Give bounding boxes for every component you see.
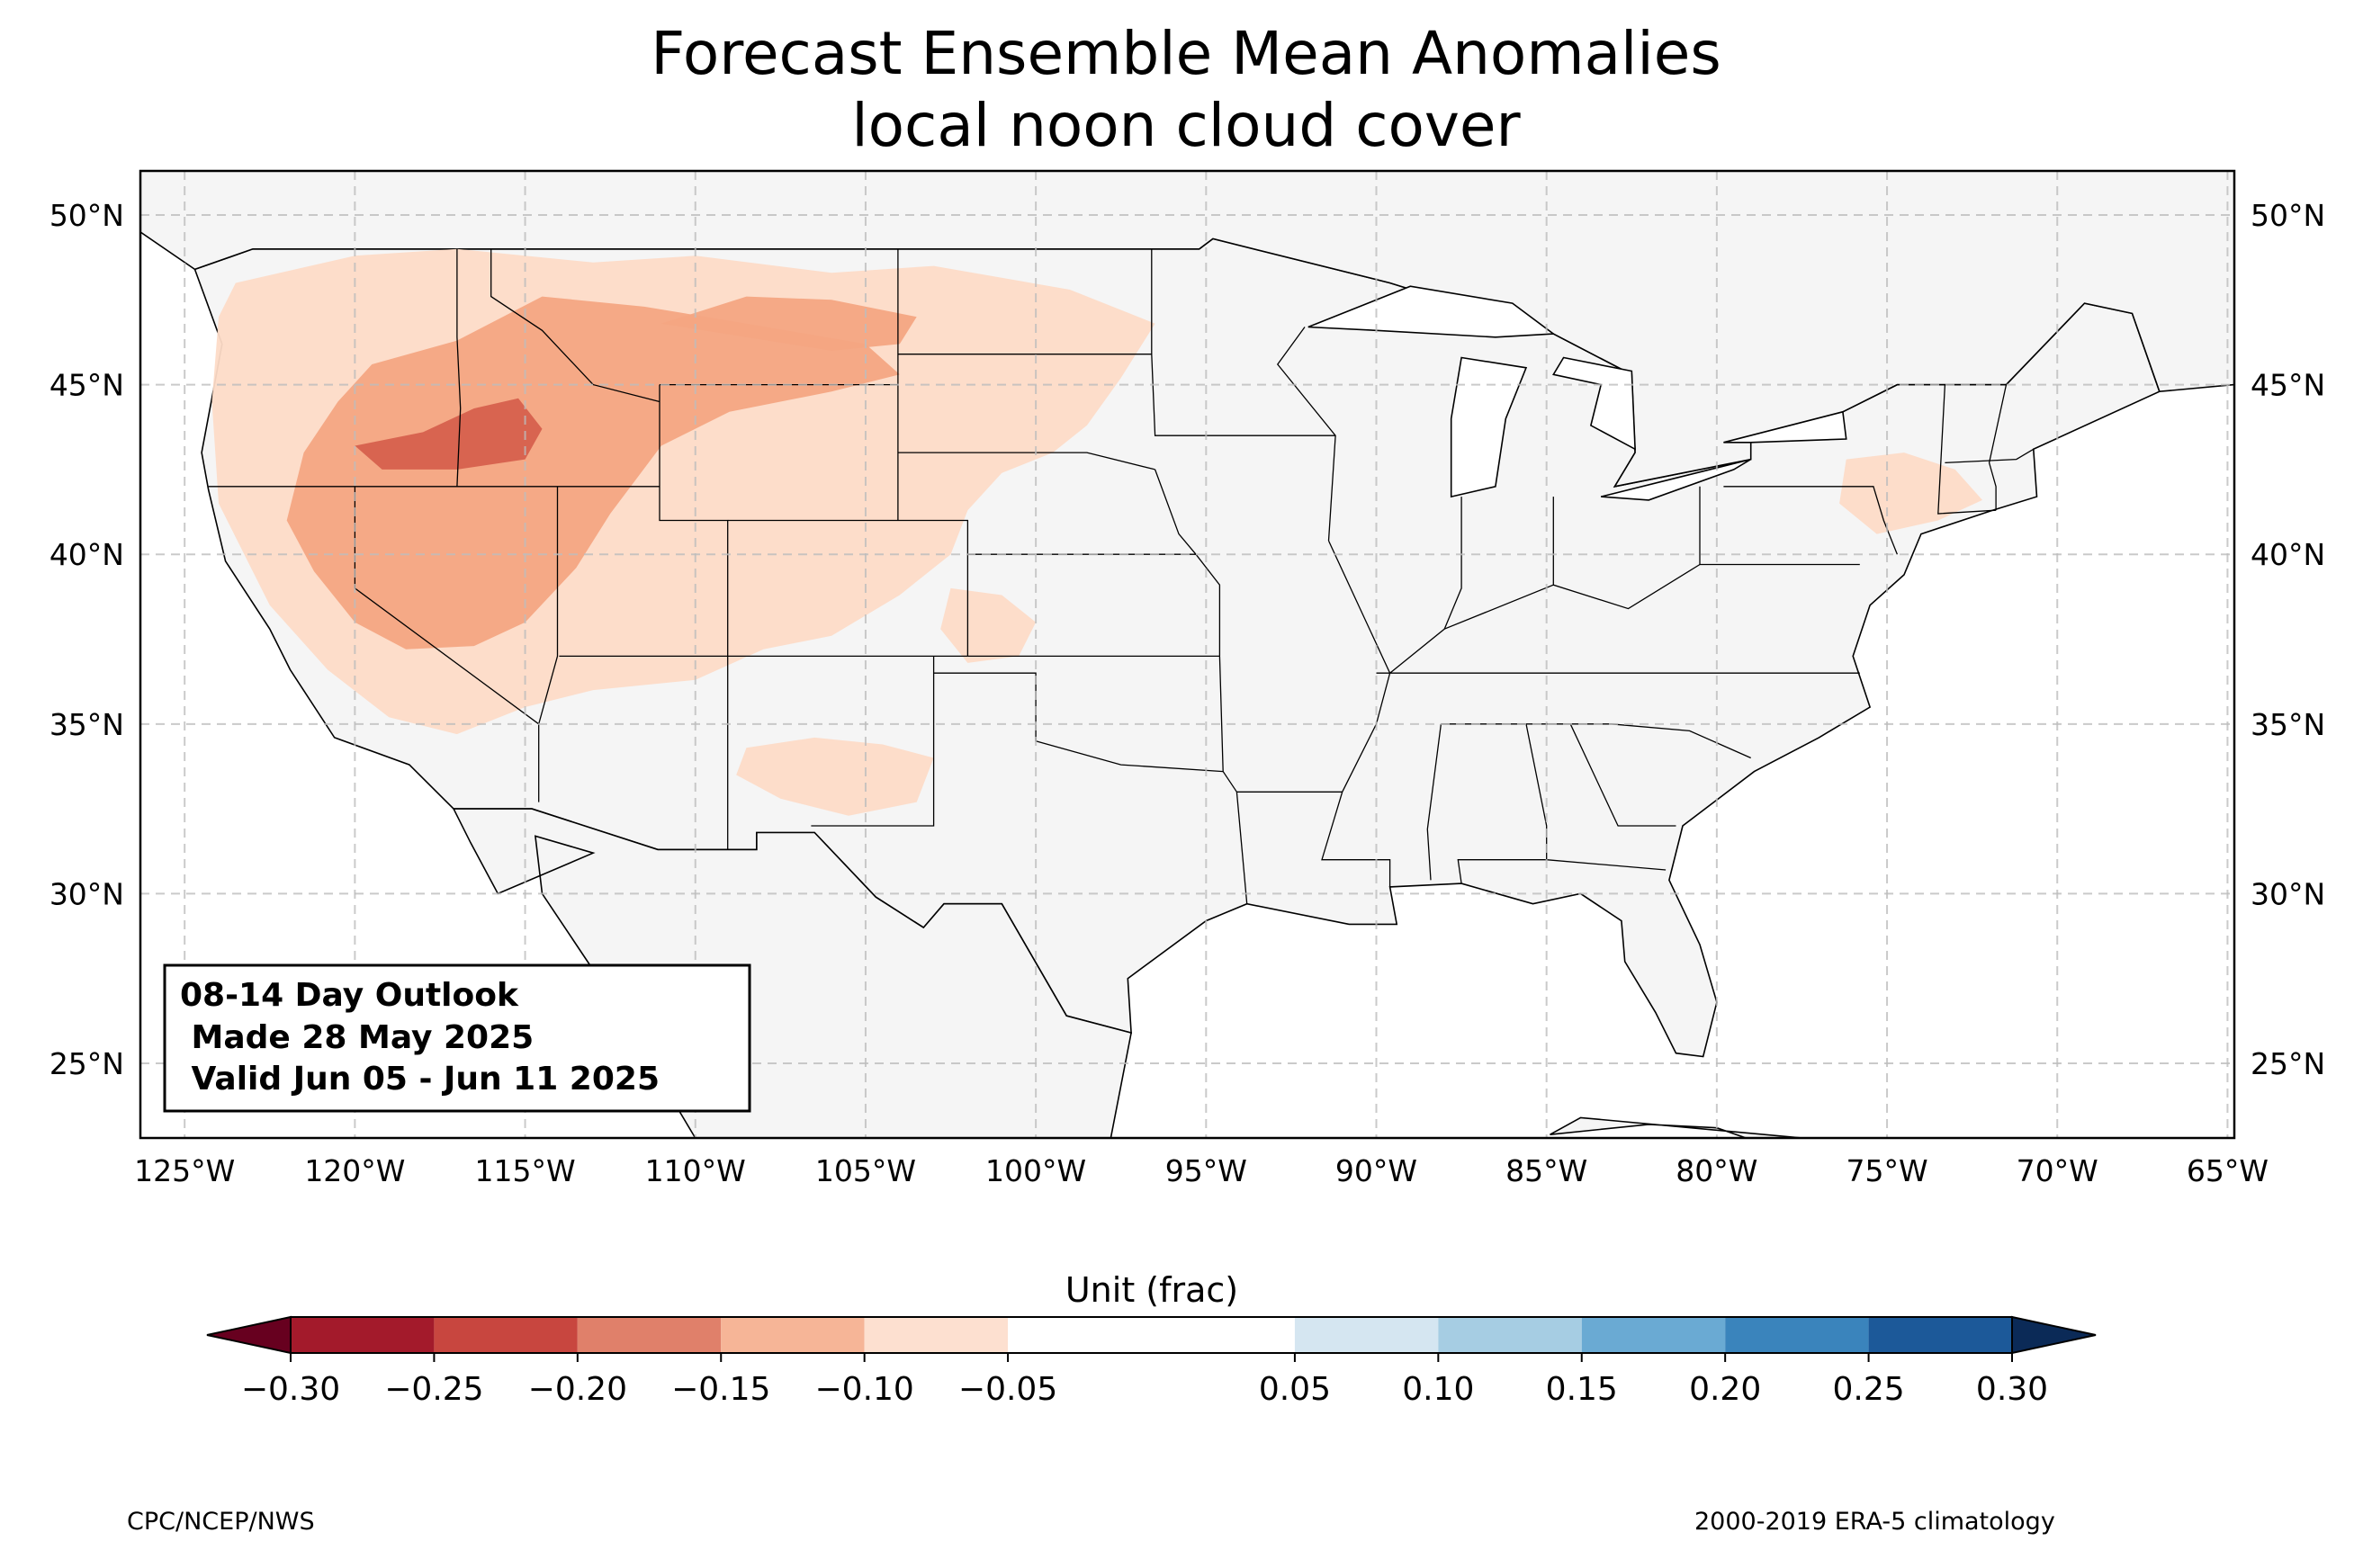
colorbar-bin-3 (721, 1317, 865, 1353)
anomaly-region-6 (355, 398, 543, 470)
gridlines (140, 171, 2234, 1138)
lon-tick-label: 85°W (1505, 1153, 1587, 1188)
colorbar-tick-label: −0.20 (528, 1371, 627, 1408)
lat-tick-label-left: 35°N (49, 707, 124, 742)
colorbar-tick-label: −0.05 (958, 1371, 1057, 1408)
cuba-land (1550, 1116, 1804, 1138)
figure-title: Forecast Ensemble Mean Anomalies (651, 19, 1721, 88)
lake-4 (1723, 410, 1847, 444)
colorbar-tick-label: −0.30 (241, 1371, 340, 1408)
colorbar-outline (290, 1316, 2013, 1354)
footer-source: CPC/NCEP/NWS (127, 1508, 315, 1536)
state-border-22 (1426, 723, 1442, 881)
colorbar: −0.30 −0.25 −0.20 −0.15 −0.10 −0.05 0.05 0.10 0.… (206, 1315, 2097, 1408)
lon-tick-label: 100°W (985, 1153, 1086, 1188)
state-border-4 (659, 384, 729, 850)
outlook-annotation: 08-14 Day Outlook Made 28 May 2025 Valid… (163, 963, 751, 1113)
colorbar-under-extend (206, 1315, 292, 1355)
lat-tick-label-left: 30°N (49, 876, 124, 911)
lon-tick-label: 120°W (304, 1153, 405, 1188)
footer-climatology: 2000-2019 ERA-5 climatology (1694, 1508, 2055, 1536)
anomaly-region-1 (940, 587, 1037, 663)
colorbar-bin-10 (1868, 1317, 2012, 1353)
lon-tick-label: 110°W (645, 1153, 746, 1188)
state-border-0 (456, 248, 462, 487)
lat-tick-label-right: 45°N (2251, 368, 2325, 403)
lon-tick-label: 90°W (1335, 1153, 1417, 1188)
state-border-33 (1937, 384, 1997, 515)
latitude-ticks: 25°N 25°N 30°N 30°N 35°N 35°N 40°N 40°N 45°N 45°N… (49, 198, 2325, 1081)
colorbar-bin-1 (434, 1317, 578, 1353)
colorbar-bin-6 (1294, 1317, 1439, 1353)
lake-3 (1601, 458, 1752, 501)
longitude-ticks: 125°W 120°W 115°W 110°W 105°W 100°W 95°W 90°W 85… (134, 1153, 2269, 1188)
lat-tick-label-left: 50°N (49, 198, 124, 233)
state-border-25 (1443, 497, 1462, 630)
state-border-6 (727, 519, 969, 657)
lat-tick-label-right: 50°N (2251, 198, 2325, 233)
mexico-land (452, 808, 1133, 1138)
state-border-24 (1276, 327, 1336, 542)
anomaly-region-5 (660, 296, 917, 351)
lat-tick-label-left: 45°N (49, 368, 124, 403)
outlook-period: 08-14 Day Outlook (180, 977, 519, 1014)
anomaly-region-2 (736, 737, 934, 816)
colorbar-over-extend (2011, 1315, 2097, 1355)
state-border-34 (1988, 384, 2008, 511)
lon-tick-label: 75°W (1846, 1153, 1927, 1188)
state-border-21 (1235, 792, 1248, 904)
colorbar-tick-label: 0.25 (1833, 1371, 1905, 1408)
colorbar-tick-label: −0.25 (384, 1371, 483, 1408)
colorbar-tick-label: 0.20 (1689, 1371, 1761, 1408)
state-border-35 (1945, 448, 2035, 464)
lat-tick-label-right: 40°N (2251, 537, 2325, 572)
lake-2 (1552, 356, 1636, 451)
colorbar-bin-9 (1725, 1317, 1869, 1353)
lake-1 (1450, 356, 1528, 498)
figure-subtitle: local noon cloud cover (851, 91, 1521, 160)
state-border-32 (1546, 859, 1667, 871)
lat-tick-label-left: 40°N (49, 537, 124, 572)
lon-tick-label: 65°W (2187, 1153, 2269, 1188)
lat-tick-label-right: 35°N (2251, 707, 2325, 742)
state-border-28 (1723, 486, 1899, 555)
state-border-36 (1389, 563, 1701, 674)
colorbar-bin-5 (1008, 1317, 1295, 1353)
outlook-made-date: Made 28 May 2025 (180, 1019, 534, 1056)
lat-tick-label-right: 25°N (2251, 1046, 2325, 1081)
colorbar-bin-7 (1438, 1317, 1582, 1353)
colorbar-tick-label: −0.15 (671, 1371, 770, 1408)
lon-tick-label: 80°W (1676, 1153, 1757, 1188)
outlook-valid-range: Valid Jun 05 - Jun 11 2025 (180, 1061, 660, 1098)
colorbar-tick-label: 0.15 (1546, 1371, 1618, 1408)
lon-tick-label: 115°W (475, 1153, 576, 1188)
map-frame (139, 169, 2236, 1140)
colorbar-bin-4 (864, 1317, 1009, 1353)
state-border-9 (490, 248, 660, 403)
lon-tick-label: 125°W (134, 1153, 235, 1188)
state-border-14 (811, 656, 935, 827)
colorbar-tick-label: −0.10 (815, 1371, 914, 1408)
colorbar-tick-label: 0.30 (1976, 1371, 2048, 1408)
colorbar-bin-0 (291, 1317, 435, 1353)
colorbar-tick-label: 0.05 (1259, 1371, 1331, 1408)
state-border-31 (1569, 723, 1676, 827)
state-border-3 (538, 486, 559, 802)
colorbar-tick-label: 0.10 (1402, 1371, 1474, 1408)
colorbar-label: Unit (frac) (1065, 1270, 1238, 1310)
state-border-17 (1151, 248, 1336, 436)
state-border-16 (1218, 656, 1237, 793)
canada-land (140, 171, 2234, 488)
lat-tick-label-right: 30°N (2251, 876, 2325, 911)
lon-tick-label: 105°W (815, 1153, 916, 1188)
lon-tick-label: 70°W (2017, 1153, 2098, 1188)
lon-tick-label: 95°W (1165, 1153, 1247, 1188)
colorbar-bin-8 (1581, 1317, 1726, 1353)
state-border-11 (897, 452, 1155, 470)
colorbar-bin-2 (577, 1317, 722, 1353)
lat-tick-label-left: 25°N (49, 1046, 124, 1081)
